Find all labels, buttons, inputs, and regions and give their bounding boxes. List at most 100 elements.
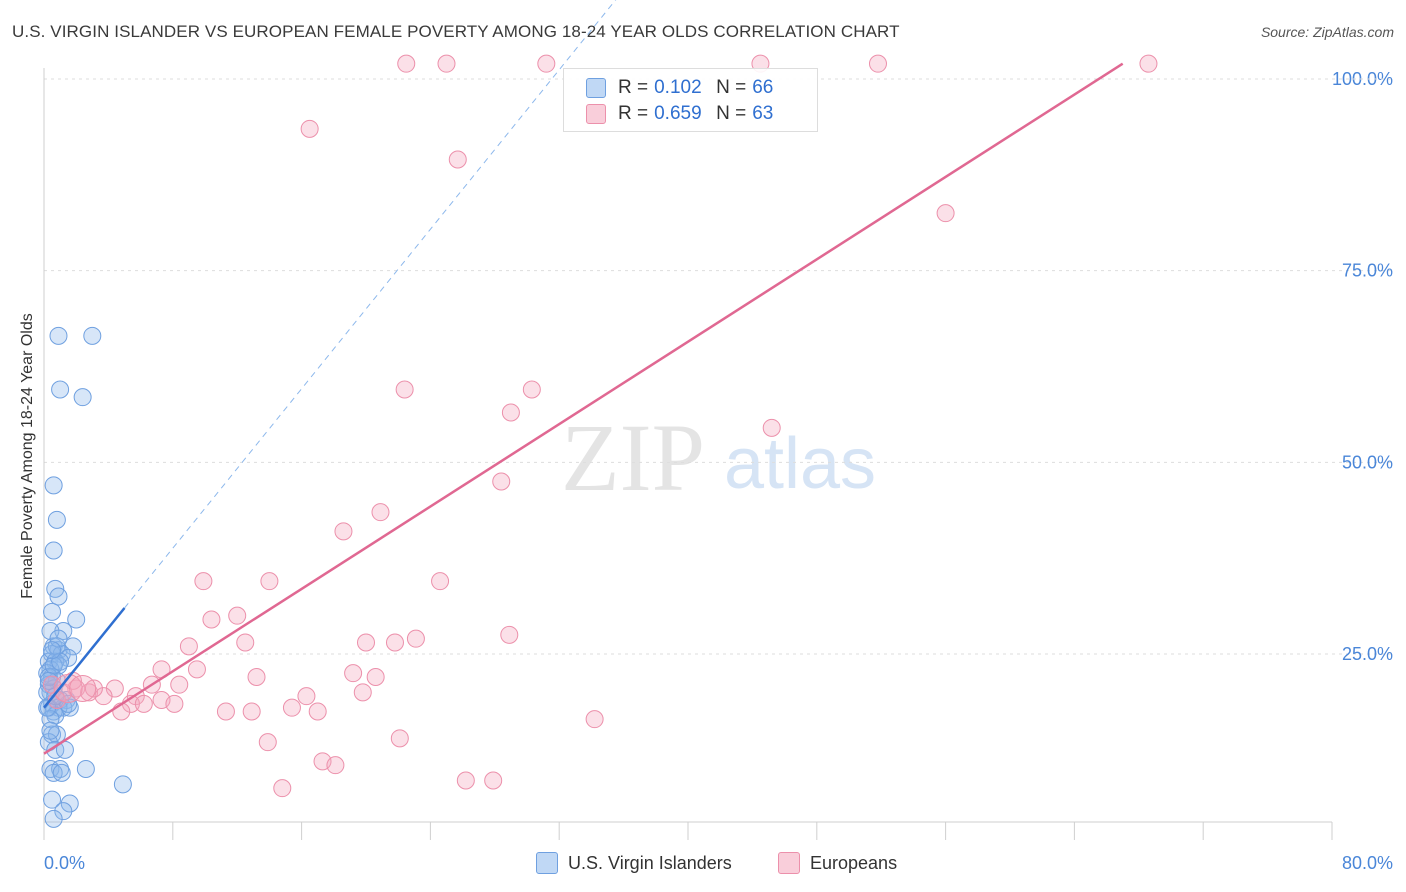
point-europeans bbox=[390, 729, 409, 748]
point-europeans bbox=[868, 54, 887, 73]
trendline-virgin-islanders bbox=[43, 607, 126, 709]
point-virgin-islanders bbox=[76, 760, 95, 778]
point-virgin-islanders bbox=[73, 388, 92, 407]
legend-label: Europeans bbox=[810, 852, 898, 873]
point-europeans-cluster bbox=[53, 674, 83, 703]
watermark-atlas: atlas bbox=[724, 424, 876, 504]
point-europeans bbox=[492, 472, 511, 491]
r-value: 0.102 bbox=[654, 77, 702, 98]
point-europeans bbox=[397, 54, 416, 73]
n-label: N = bbox=[716, 77, 747, 98]
point-europeans bbox=[395, 380, 414, 399]
point-europeans bbox=[216, 702, 235, 721]
point-europeans bbox=[247, 668, 266, 686]
point-virgin-islanders bbox=[44, 809, 63, 828]
point-europeans bbox=[202, 610, 221, 629]
stats-row-virgin-islanders: R = 0.102 N = 66 bbox=[586, 77, 773, 99]
point-virgin-islanders bbox=[43, 641, 62, 660]
point-virgin-islanders bbox=[44, 476, 63, 495]
blue-swatch-icon bbox=[586, 78, 606, 98]
point-europeans bbox=[194, 572, 213, 591]
point-virgin-islanders bbox=[44, 541, 63, 560]
point-virgin-islanders bbox=[49, 326, 68, 345]
point-europeans bbox=[437, 54, 456, 73]
point-virgin-islanders bbox=[43, 602, 62, 621]
point-virgin-islanders bbox=[41, 721, 60, 740]
y-tick-label: 75.0% bbox=[1342, 261, 1393, 281]
point-europeans bbox=[297, 687, 316, 706]
series-legend: U.S. Virgin Islanders Europeans bbox=[0, 852, 1406, 878]
legend-item-europeans[interactable]: Europeans bbox=[778, 852, 897, 874]
source-label: Source: ZipAtlas.com bbox=[1260, 24, 1394, 40]
point-europeans bbox=[273, 779, 292, 798]
point-europeans bbox=[94, 687, 113, 706]
point-europeans bbox=[326, 756, 345, 775]
y-tick-label: 50.0% bbox=[1342, 452, 1393, 472]
point-europeans bbox=[334, 522, 353, 541]
chart-title: U.S. VIRGIN ISLANDER VS EUROPEAN FEMALE … bbox=[12, 22, 900, 41]
point-virgin-islanders bbox=[60, 794, 79, 813]
point-europeans bbox=[406, 629, 425, 648]
point-virgin-islanders bbox=[46, 740, 65, 759]
stats-legend: R = 0.102 N = 66 R = 0.659 N = 63 bbox=[563, 68, 818, 132]
trendline-europeans bbox=[43, 62, 1124, 755]
y-axis-label: Female Poverty Among 18-24 Year Olds bbox=[19, 313, 36, 599]
r-label: R = bbox=[618, 77, 649, 98]
point-virgin-islanders bbox=[113, 775, 132, 794]
watermark-zip: ZIP bbox=[561, 404, 705, 511]
point-europeans bbox=[260, 572, 279, 591]
n-value: 63 bbox=[752, 103, 774, 124]
point-europeans bbox=[585, 710, 604, 729]
point-europeans bbox=[484, 771, 503, 790]
point-europeans bbox=[282, 698, 301, 717]
point-europeans bbox=[500, 625, 519, 644]
point-virgin-islanders bbox=[51, 380, 70, 399]
n-label: N = bbox=[716, 103, 747, 124]
legend-item-virgin-islanders[interactable]: U.S. Virgin Islanders bbox=[536, 852, 732, 874]
point-europeans bbox=[84, 679, 103, 698]
n-value: 66 bbox=[752, 77, 774, 98]
point-virgin-islanders bbox=[43, 790, 62, 809]
point-virgin-islanders bbox=[49, 629, 68, 648]
point-europeans bbox=[501, 403, 520, 422]
point-europeans bbox=[236, 633, 255, 652]
legend-label: U.S. Virgin Islanders bbox=[568, 852, 732, 873]
point-virgin-islanders bbox=[47, 510, 66, 529]
point-europeans bbox=[344, 664, 363, 683]
pink-swatch-icon bbox=[778, 852, 800, 874]
point-europeans bbox=[357, 633, 375, 652]
point-europeans bbox=[228, 606, 247, 625]
point-europeans bbox=[165, 694, 184, 713]
point-europeans bbox=[371, 503, 390, 522]
point-europeans bbox=[936, 204, 955, 223]
stats-row-europeans: R = 0.659 N = 63 bbox=[586, 103, 773, 125]
point-europeans bbox=[522, 380, 541, 399]
point-europeans bbox=[385, 633, 404, 652]
point-europeans bbox=[179, 637, 198, 656]
point-europeans bbox=[762, 418, 781, 437]
point-europeans bbox=[300, 119, 319, 138]
point-europeans-cluster bbox=[69, 675, 97, 702]
point-virgin-islanders bbox=[49, 587, 68, 606]
point-virgin-islanders bbox=[52, 763, 71, 782]
r-label: R = bbox=[618, 103, 649, 124]
point-europeans bbox=[1139, 54, 1158, 73]
blue-swatch-icon bbox=[536, 852, 558, 874]
point-europeans bbox=[187, 660, 206, 679]
point-europeans bbox=[537, 54, 556, 73]
point-virgin-islanders bbox=[54, 802, 73, 821]
r-value: 0.659 bbox=[654, 103, 702, 124]
point-europeans bbox=[366, 668, 385, 686]
point-europeans bbox=[258, 733, 277, 752]
point-europeans bbox=[170, 675, 189, 694]
point-europeans bbox=[308, 702, 327, 721]
y-tick-label: 25.0% bbox=[1342, 644, 1393, 664]
x-tick-label-min: 0.0% bbox=[44, 853, 85, 873]
pink-swatch-icon bbox=[586, 104, 606, 124]
point-europeans bbox=[431, 572, 450, 591]
point-europeans bbox=[242, 702, 261, 721]
trendline-virgin-islanders-extension bbox=[124, 0, 617, 609]
point-europeans bbox=[353, 683, 372, 702]
x-tick-label-max: 80.0% bbox=[1342, 853, 1393, 873]
